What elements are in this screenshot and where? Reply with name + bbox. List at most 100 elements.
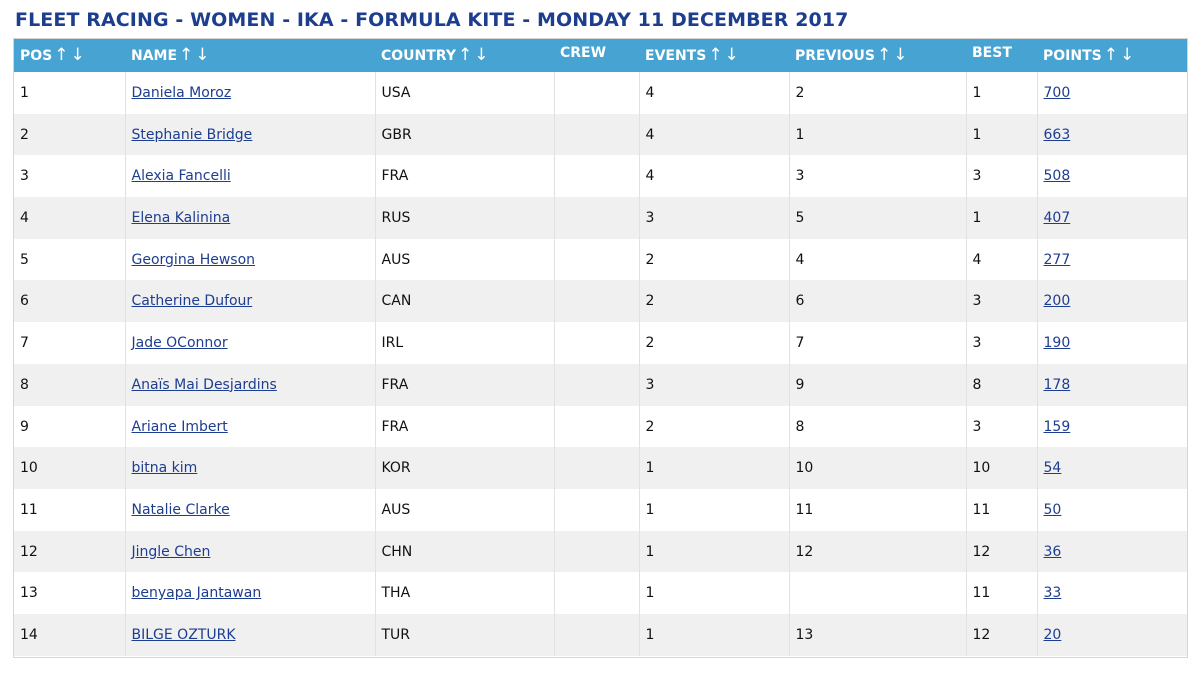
points-link[interactable]: 277 bbox=[1043, 251, 1071, 268]
points-column-cell: 178 bbox=[1036, 363, 1187, 406]
pos-column-cell: 7 bbox=[14, 322, 125, 364]
points-link[interactable]: 200 bbox=[1043, 293, 1071, 310]
points-link[interactable]: 663 bbox=[1043, 126, 1071, 143]
athlete-name-link[interactable]: benyapa Jantawan bbox=[131, 585, 262, 602]
events-column-cell: 2 bbox=[638, 280, 789, 323]
previous-cell: 12 bbox=[795, 543, 814, 560]
pos-column-cell: 9 bbox=[14, 405, 125, 448]
pos-cell: 6 bbox=[20, 293, 29, 310]
points-column-cell: 663 bbox=[1036, 113, 1187, 156]
events-header-label: EVENTS bbox=[645, 48, 707, 64]
crew-column-cell bbox=[553, 197, 639, 239]
events-column-cell: 2 bbox=[638, 322, 789, 364]
points-link[interactable]: 20 bbox=[1043, 626, 1062, 643]
athlete-name-link[interactable]: Jingle Chen bbox=[131, 543, 211, 560]
country-column-cell: FRA bbox=[374, 155, 554, 198]
sort-arrows-icon[interactable]: ↑↓ bbox=[54, 45, 87, 65]
name-column-cell: Jingle Chen bbox=[124, 530, 375, 573]
best-cell: 3 bbox=[972, 335, 982, 352]
crew-column-cell bbox=[553, 113, 639, 156]
best-column-cell: 1 bbox=[965, 72, 1037, 114]
pos-cell: 7 bbox=[20, 335, 29, 352]
athlete-name-link[interactable]: Jade OConnor bbox=[131, 335, 228, 352]
previous-cell: 11 bbox=[795, 501, 814, 518]
athlete-name-link[interactable]: Georgina Hewson bbox=[131, 251, 256, 268]
best-cell: 10 bbox=[972, 460, 991, 477]
sort-country-header[interactable]: COUNTRY ↑↓ bbox=[375, 39, 554, 72]
country-column-cell: AUS bbox=[374, 238, 554, 281]
events-cell: 4 bbox=[645, 168, 655, 185]
events-column-cell: 3 bbox=[638, 363, 789, 406]
sort-arrows-icon[interactable]: ↑↓ bbox=[179, 45, 212, 65]
crew-column-cell bbox=[553, 322, 639, 364]
crew-column-cell bbox=[553, 280, 639, 323]
previous-cell: 13 bbox=[795, 626, 814, 643]
athlete-name-link[interactable]: bitna kim bbox=[131, 460, 198, 477]
athlete-name-link[interactable]: Anaïs Mai Desjardins bbox=[131, 376, 277, 393]
previous-cell: 7 bbox=[795, 335, 805, 352]
crew-header: CREW bbox=[554, 39, 639, 72]
previous-cell: 9 bbox=[795, 376, 805, 393]
best-cell: 11 bbox=[972, 501, 991, 518]
pos-cell: 5 bbox=[20, 251, 29, 268]
sort-arrows-icon[interactable]: ↑↓ bbox=[457, 45, 491, 65]
athlete-name-link[interactable]: Catherine Dufour bbox=[131, 293, 253, 310]
sort-points-header[interactable]: POINTS ↑↓ bbox=[1037, 39, 1187, 72]
athlete-name-link[interactable]: Daniela Moroz bbox=[131, 85, 232, 101]
crew-column-cell bbox=[553, 363, 639, 406]
previous-column-cell: 1 bbox=[788, 113, 966, 156]
events-cell: 2 bbox=[645, 418, 655, 435]
sort-arrows-icon[interactable]: ↑↓ bbox=[708, 45, 741, 65]
country-cell: FRA bbox=[381, 168, 409, 185]
table-row: 9 Ariane Imbert FRA 2 8 3 159 bbox=[14, 405, 1187, 448]
athlete-name-link[interactable]: BILGE OZTURK bbox=[131, 626, 236, 643]
pos-column-cell: 3 bbox=[14, 155, 125, 198]
points-link[interactable]: 190 bbox=[1043, 335, 1071, 352]
events-cell: 1 bbox=[645, 626, 655, 643]
points-link[interactable]: 36 bbox=[1043, 543, 1062, 560]
sort-events-header[interactable]: EVENTS ↑↓ bbox=[639, 39, 789, 72]
points-column-cell: 508 bbox=[1036, 155, 1187, 198]
points-link[interactable]: 159 bbox=[1043, 418, 1071, 435]
previous-cell: 5 bbox=[795, 210, 805, 227]
athlete-name-link[interactable]: Elena Kalinina bbox=[131, 210, 231, 227]
country-column-cell: AUS bbox=[374, 488, 554, 531]
pos-column-cell: 10 bbox=[14, 447, 125, 489]
previous-column-cell: 10 bbox=[788, 447, 966, 489]
points-link[interactable]: 178 bbox=[1043, 376, 1071, 393]
athlete-name-link[interactable]: Ariane Imbert bbox=[131, 418, 228, 435]
name-column-cell: Anaïs Mai Desjardins bbox=[124, 363, 375, 406]
points-link[interactable]: 407 bbox=[1043, 210, 1071, 227]
sort-arrows-icon[interactable]: ↑↓ bbox=[1103, 45, 1137, 65]
previous-column-cell: 5 bbox=[788, 197, 966, 239]
table-row: 10 bitna kim KOR 1 10 10 54 bbox=[14, 447, 1187, 489]
athlete-name-link[interactable]: Alexia Fancelli bbox=[131, 168, 231, 185]
points-link[interactable]: 508 bbox=[1043, 168, 1071, 185]
sort-pos-header[interactable]: POS ↑↓ bbox=[14, 39, 125, 72]
country-column-cell: IRL bbox=[374, 322, 554, 364]
points-link[interactable]: 33 bbox=[1043, 585, 1062, 602]
previous-column-cell: 11 bbox=[788, 488, 966, 531]
name-column-cell: Jade OConnor bbox=[124, 322, 375, 364]
previous-cell: 10 bbox=[795, 460, 814, 477]
previous-cell: 1 bbox=[795, 126, 805, 143]
points-link[interactable]: 54 bbox=[1043, 460, 1062, 477]
crew-column-cell bbox=[553, 488, 639, 531]
best-cell: 12 bbox=[972, 626, 991, 643]
events-cell: 3 bbox=[645, 376, 655, 393]
sort-name-header[interactable]: NAME ↑↓ bbox=[125, 39, 375, 72]
points-column-cell: 200 bbox=[1036, 280, 1187, 323]
country-column-cell: TUR bbox=[374, 613, 554, 656]
best-column-cell: 10 bbox=[965, 447, 1037, 489]
previous-cell: 2 bbox=[795, 85, 805, 101]
sort-previous-header[interactable]: PREVIOUS ↑↓ bbox=[789, 39, 966, 72]
points-link[interactable]: 700 bbox=[1043, 85, 1071, 101]
athlete-name-link[interactable]: Stephanie Bridge bbox=[131, 126, 253, 143]
points-link[interactable]: 50 bbox=[1043, 501, 1062, 518]
pos-column-cell: 11 bbox=[14, 488, 125, 531]
points-column-cell: 159 bbox=[1036, 405, 1187, 448]
name-column-cell: Stephanie Bridge bbox=[124, 113, 375, 156]
athlete-name-link[interactable]: Natalie Clarke bbox=[131, 501, 230, 518]
events-column-cell: 2 bbox=[638, 238, 789, 281]
sort-arrows-icon[interactable]: ↑↓ bbox=[877, 45, 910, 65]
